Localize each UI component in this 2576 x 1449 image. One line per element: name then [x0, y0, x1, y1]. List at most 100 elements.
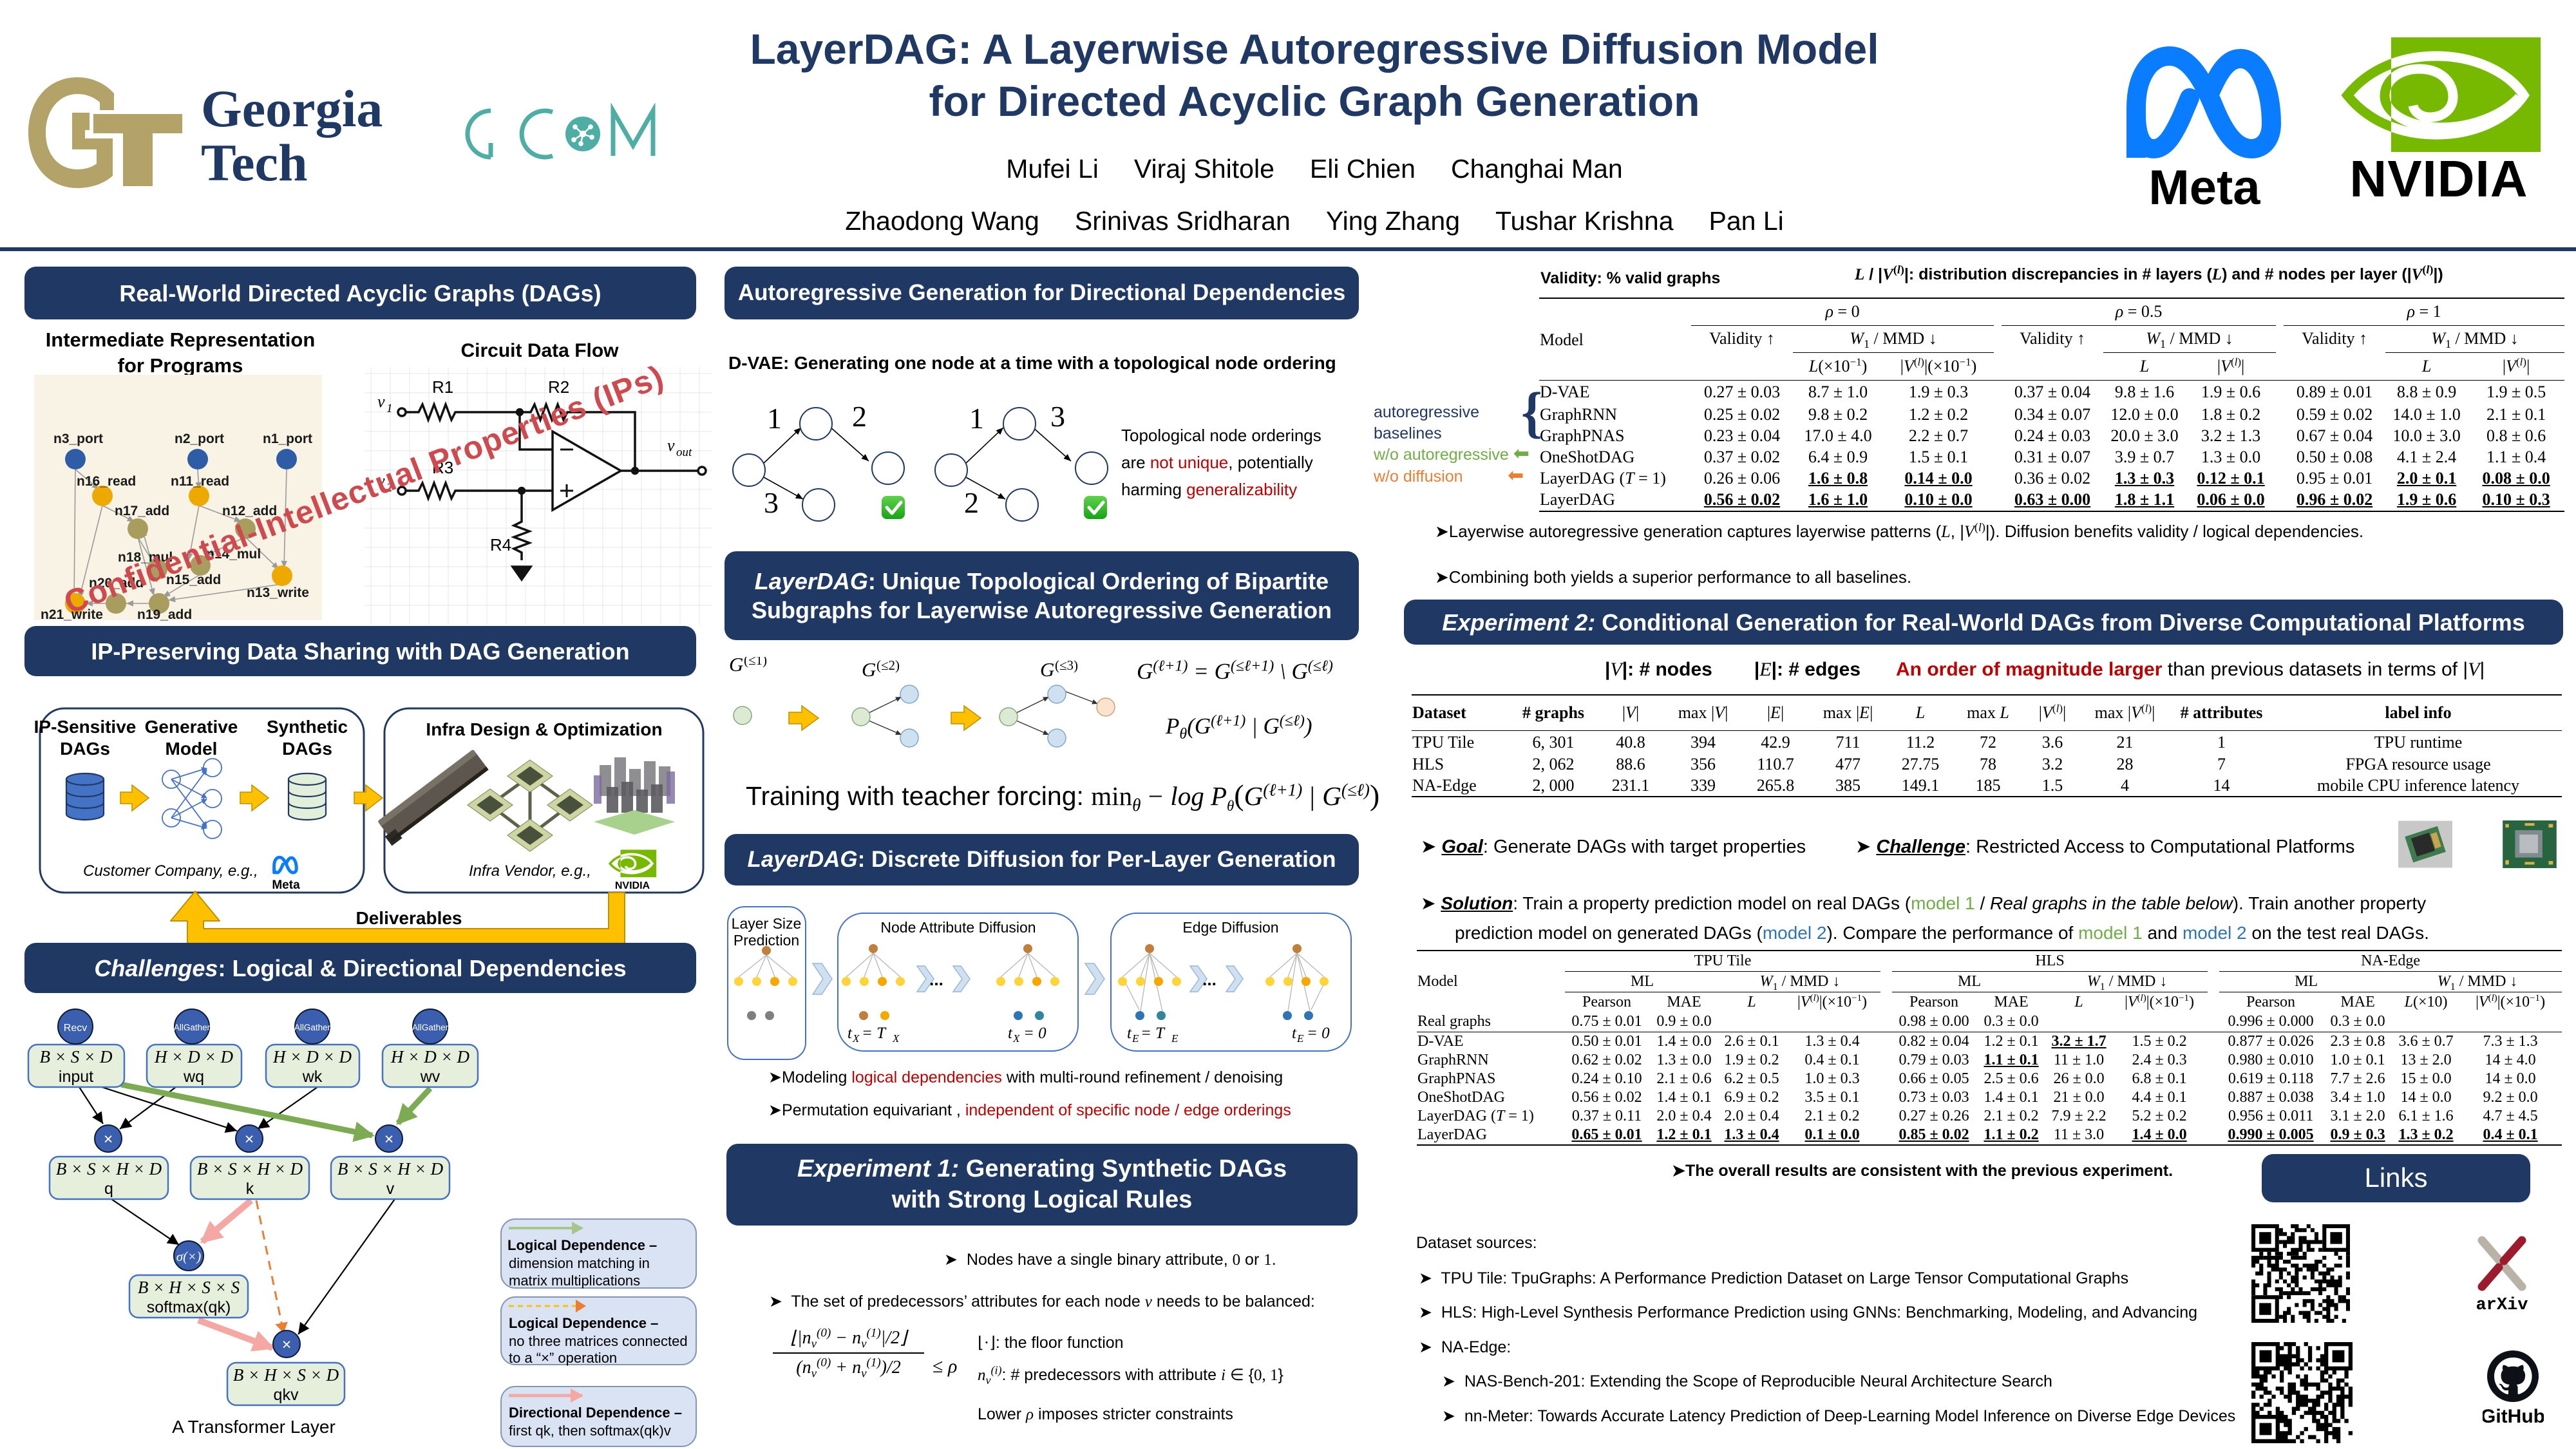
svg-text:R3: R3: [432, 458, 453, 477]
svg-text:softmax(qk): softmax(qk): [147, 1298, 231, 1316]
svg-text:AllGather: AllGather: [174, 1023, 211, 1032]
svg-text:qkv: qkv: [274, 1386, 299, 1404]
svg-text:1: 1: [767, 402, 782, 435]
svg-text:Generative: Generative: [145, 717, 238, 737]
svg-text:R2: R2: [548, 377, 569, 397]
svg-text:to a “×” operation: to a “×” operation: [509, 1350, 617, 1366]
svg-text:first qk, then softmax(qk)v: first qk, then softmax(qk)v: [509, 1423, 671, 1439]
svg-text:v: v: [667, 436, 675, 455]
svg-text:Tech: Tech: [201, 133, 308, 189]
svg-text:n19_add: n19_add: [137, 607, 192, 622]
svg-text:Meta: Meta: [2148, 160, 2260, 213]
svg-text:n13_write: n13_write: [247, 585, 309, 600]
svg-text:= 0: = 0: [1023, 1025, 1046, 1042]
svg-text:A Transformer Layer: A Transformer Layer: [172, 1417, 336, 1437]
svg-text:X: X: [1012, 1032, 1020, 1045]
svg-text:Logical Dependence –: Logical Dependence –: [509, 1315, 658, 1331]
svg-text:R4: R4: [490, 535, 511, 554]
svg-text:n20_add: n20_add: [89, 576, 144, 591]
svg-text:n11_read: n11_read: [171, 474, 229, 489]
svg-text:n3_port: n3_port: [53, 431, 103, 446]
svg-text:Prediction: Prediction: [734, 932, 799, 949]
svg-text:X: X: [852, 1032, 860, 1045]
svg-text:n15_add: n15_add: [166, 573, 221, 587]
svg-text:t: t: [1127, 1025, 1132, 1042]
svg-text:G: G: [1040, 658, 1054, 681]
svg-text:H × D × D: H × D × D: [154, 1047, 233, 1066]
svg-text:×: ×: [245, 1130, 254, 1148]
svg-text:×: ×: [104, 1130, 113, 1148]
svg-text:wv: wv: [420, 1068, 440, 1086]
svg-text:×: ×: [282, 1336, 292, 1354]
svg-text:t: t: [1008, 1025, 1013, 1042]
svg-text:Synthetic: Synthetic: [267, 717, 348, 737]
svg-text:2: 2: [964, 486, 979, 519]
svg-text:DAGs: DAGs: [60, 739, 110, 759]
svg-text:Logical Dependence –: Logical Dependence –: [507, 1237, 657, 1253]
svg-text:v: v: [377, 471, 385, 490]
svg-text:(≤1): (≤1): [744, 657, 767, 668]
svg-text:B × S × H × D: B × S × H × D: [56, 1159, 162, 1179]
svg-text:...: ...: [929, 970, 943, 989]
svg-text:k: k: [246, 1180, 254, 1198]
svg-text:arXiv: arXiv: [2476, 1296, 2528, 1312]
svg-text:n21_write: n21_write: [41, 607, 103, 622]
svg-text:= 0: = 0: [1307, 1025, 1330, 1042]
svg-text:...: ...: [1202, 970, 1217, 989]
svg-text:n16_read: n16_read: [77, 474, 136, 489]
svg-text:Layer Size: Layer Size: [732, 915, 802, 932]
svg-text:NVIDIA: NVIDIA: [615, 880, 650, 891]
svg-text:E: E: [1171, 1032, 1179, 1045]
svg-text:G: G: [729, 657, 743, 676]
svg-text:n17_add: n17_add: [115, 504, 169, 518]
svg-text:X: X: [892, 1032, 900, 1045]
svg-text:2: 2: [852, 400, 867, 433]
svg-text:GitHub: GitHub: [2483, 1406, 2544, 1426]
svg-text:Recv: Recv: [64, 1023, 87, 1034]
svg-text:v: v: [377, 392, 385, 411]
svg-text:2: 2: [386, 481, 393, 495]
svg-text:(≤2): (≤2): [876, 658, 900, 673]
svg-text:NVIDIA: NVIDIA: [2349, 150, 2528, 207]
svg-text:H × D × D: H × D × D: [390, 1047, 469, 1066]
svg-text:n12_add: n12_add: [222, 504, 277, 518]
svg-text:out: out: [676, 446, 692, 459]
svg-text:t: t: [1292, 1025, 1297, 1042]
svg-text:wk: wk: [302, 1068, 323, 1086]
svg-text:Infra Design & Optimization: Infra Design & Optimization: [426, 719, 662, 739]
svg-text:3: 3: [764, 486, 779, 519]
svg-text:n2_port: n2_port: [175, 431, 224, 446]
svg-text:v: v: [386, 1180, 395, 1198]
svg-text:q: q: [104, 1180, 113, 1198]
svg-text:Georgia: Georgia: [201, 79, 383, 138]
svg-text:B × S × H × D: B × S × H × D: [197, 1159, 303, 1179]
svg-text:Model: Model: [166, 739, 218, 759]
svg-text:σ(×): σ(×): [176, 1249, 202, 1264]
svg-text:= T: = T: [862, 1025, 887, 1042]
svg-text:1: 1: [969, 402, 984, 435]
svg-text:Edge Diffusion: Edge Diffusion: [1182, 919, 1278, 936]
svg-text:E: E: [1296, 1032, 1304, 1045]
svg-text:n1_port: n1_port: [263, 431, 312, 446]
svg-text:H × D × D: H × D × D: [272, 1047, 352, 1066]
svg-text:AllGather: AllGather: [412, 1023, 449, 1032]
svg-text:3: 3: [1050, 400, 1065, 433]
svg-text:B × H × S × S: B × H × S × S: [138, 1278, 240, 1297]
svg-text:IP-Sensitive: IP-Sensitive: [34, 717, 137, 737]
svg-text:n14_mul: n14_mul: [206, 547, 261, 562]
svg-text:no three matrices connected: no three matrices connected: [509, 1333, 688, 1349]
svg-text:Infra Vendor, e.g.,: Infra Vendor, e.g.,: [469, 862, 591, 880]
svg-text:Deliverables: Deliverables: [356, 908, 462, 928]
svg-text:AllGather: AllGather: [294, 1023, 331, 1032]
svg-text:Directional Dependence –: Directional Dependence –: [509, 1405, 682, 1421]
svg-text:wq: wq: [183, 1068, 204, 1086]
svg-text:dimension matching in: dimension matching in: [509, 1255, 650, 1271]
svg-text:Customer Company, e.g.,: Customer Company, e.g.,: [83, 862, 258, 880]
svg-text:input: input: [59, 1068, 93, 1086]
svg-text:= T: = T: [1141, 1025, 1166, 1042]
svg-text:Node Attribute Diffusion: Node Attribute Diffusion: [880, 919, 1036, 936]
svg-text:R1: R1: [432, 377, 453, 397]
svg-text:B × H × S × D: B × H × S × D: [233, 1365, 339, 1385]
svg-text:n18_mul: n18_mul: [118, 550, 173, 565]
svg-text:Meta: Meta: [272, 878, 300, 892]
